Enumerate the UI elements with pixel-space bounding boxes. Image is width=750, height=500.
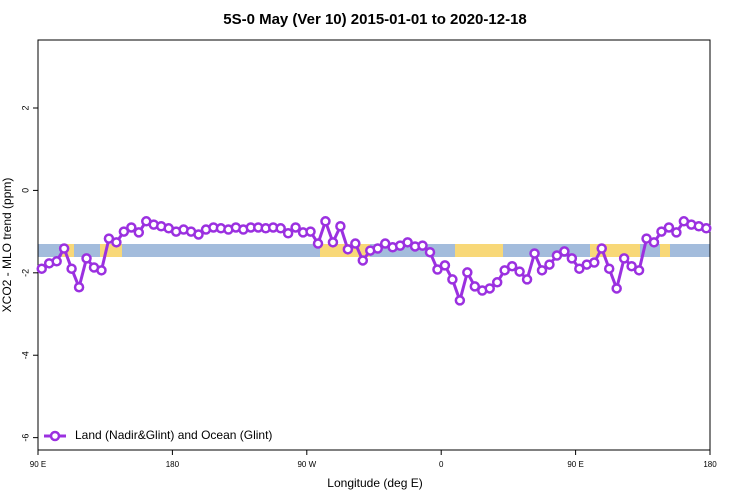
data-point <box>327 237 339 248</box>
x-tick-label: 90 W <box>297 460 316 469</box>
data-point <box>305 226 316 237</box>
data-point <box>357 255 369 266</box>
data-point <box>96 265 107 276</box>
y-axis-label: XCO2 - MLO trend (ppm) <box>0 178 14 313</box>
data-point <box>350 238 361 249</box>
data-point <box>342 244 354 255</box>
data-point <box>648 237 660 248</box>
y-tick-label: 2 <box>20 105 30 110</box>
data-point <box>574 263 585 274</box>
data-point <box>701 223 712 234</box>
y-tick-label: -4 <box>20 351 30 359</box>
data-point <box>312 238 324 249</box>
data-point <box>618 253 630 264</box>
data-point <box>432 264 443 275</box>
data-point <box>551 250 563 261</box>
data-point <box>626 260 637 272</box>
data-point <box>320 216 331 227</box>
data-point <box>275 223 286 234</box>
y-tick-label: -6 <box>20 434 30 442</box>
data-point <box>462 267 473 278</box>
data-point <box>51 256 62 267</box>
data-point <box>81 253 92 264</box>
data-point <box>544 259 555 270</box>
data-point <box>439 260 451 271</box>
x-tick-label: 180 <box>166 460 180 469</box>
x-tick-label: 90 E <box>567 460 583 469</box>
x-tick-label: 90 E <box>30 460 46 469</box>
data-point <box>372 243 383 254</box>
data-point <box>671 227 682 238</box>
data-point <box>66 263 77 274</box>
data-point <box>424 246 436 258</box>
y-tick-label: 0 <box>20 188 30 193</box>
data-point <box>611 283 622 294</box>
data-point <box>633 265 645 276</box>
data-point <box>514 266 525 277</box>
data-point <box>290 222 301 233</box>
data-point <box>282 228 294 239</box>
data-point <box>417 240 428 251</box>
data-point <box>484 283 495 294</box>
y-tick-label: -2 <box>20 269 30 277</box>
data-point <box>663 222 675 233</box>
data-point <box>469 281 481 292</box>
data-point <box>506 260 518 272</box>
data-point <box>118 226 130 237</box>
data-point <box>529 248 540 259</box>
data-point <box>589 257 600 268</box>
data-point <box>335 221 346 232</box>
data-point <box>491 277 503 288</box>
data-point <box>536 265 548 276</box>
data-point <box>402 237 413 248</box>
data-point <box>193 229 204 240</box>
data-point <box>126 222 137 233</box>
data-point <box>58 243 70 254</box>
data-point <box>499 265 510 276</box>
data-point <box>603 263 615 274</box>
plot-frame <box>37 39 711 451</box>
x-tick-label: 180 <box>703 460 717 469</box>
data-point <box>559 246 570 257</box>
x-tick-label: 0 <box>439 460 444 469</box>
data-point <box>596 243 607 254</box>
data-point <box>566 253 578 264</box>
legend-marker <box>49 430 61 442</box>
data-point <box>73 281 85 293</box>
legend-label: Land (Nadir&Glint) and Ocean (Glint) <box>75 428 272 442</box>
data-point <box>656 226 667 237</box>
data-point <box>447 274 458 285</box>
data-point <box>133 227 145 238</box>
data-point <box>111 237 122 248</box>
chart-title: 5S-0 May (Ver 10) 2015-01-01 to 2020-12-… <box>223 11 527 28</box>
data-point <box>521 274 533 285</box>
data-point <box>36 263 47 274</box>
x-axis-label: Longitude (deg E) <box>327 476 422 490</box>
data-point <box>454 295 466 306</box>
